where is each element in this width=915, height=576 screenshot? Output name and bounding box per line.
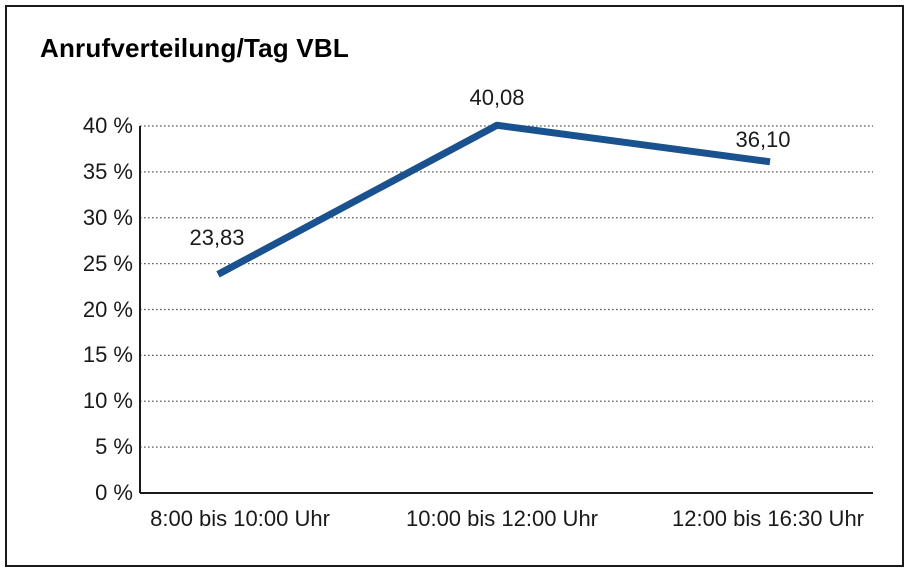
data-point-label: 40,08	[469, 85, 525, 110]
x-axis-category-label: 10:00 bis 12:00 Uhr	[405, 506, 599, 531]
y-axis-tick-label: 0 %	[95, 480, 133, 505]
y-axis-tick-label: 20 %	[82, 296, 133, 322]
x-axis-category-label: 12:00 bis 16:30 Uhr	[671, 506, 865, 531]
y-axis-tick-label: 10 %	[82, 388, 133, 414]
chart-title: Anrufverteilung/Tag VBL	[40, 33, 349, 63]
y-axis-tick-label: 15 %	[82, 342, 133, 368]
data-point-label: 36,10	[735, 127, 791, 152]
y-axis-tick-label: 40 %	[82, 113, 133, 138]
x-axis-category-label: 8:00 bis 10:00 Uhr	[150, 506, 330, 531]
data-point-label: 23,83	[189, 225, 245, 250]
chart-frame	[5, 5, 904, 567]
trend-line	[216, 121, 771, 278]
y-axis-tick-label: 5 %	[95, 434, 133, 460]
y-axis-tick-label: 25 %	[82, 250, 133, 276]
y-axis-tick-label: 35 %	[82, 158, 133, 184]
y-axis-tick-label: 30 %	[82, 204, 133, 230]
